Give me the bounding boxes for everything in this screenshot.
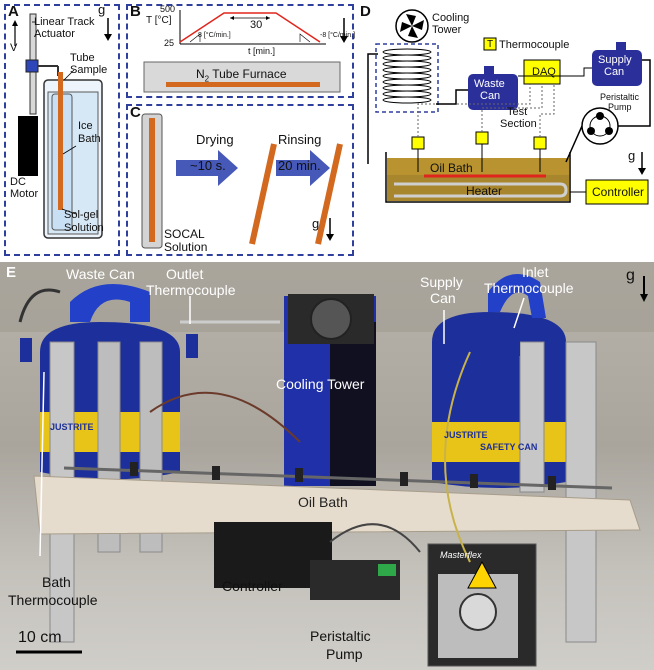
cooling-label-1: Cooling xyxy=(432,12,470,24)
waste-can-label: Waste Can xyxy=(66,266,135,282)
outlet-label-2: Thermocouple xyxy=(146,282,236,298)
ice-label-1: Ice xyxy=(78,120,93,132)
socal-label-1: SOCAL xyxy=(164,227,205,241)
x-axis-label: t [min.] xyxy=(248,46,276,56)
panel-c-label: C xyxy=(130,104,141,121)
panel-e-photo: E Waste Can Outlet Thermocouple Supply C… xyxy=(0,262,654,670)
scale-bar-label: 10 cm xyxy=(18,629,62,646)
hold-label: 30 xyxy=(250,19,263,31)
y-top-label: 500 xyxy=(160,4,176,14)
can-text-left-1: JUSTRITE xyxy=(50,422,94,432)
test-label-1: Test xyxy=(507,106,528,118)
oil-bath-label: Oil Bath xyxy=(430,161,473,175)
tube-sample-label: Tube Sample xyxy=(70,52,108,76)
panel-e-g-label: g xyxy=(626,267,635,284)
can-text-right-2: SAFETY CAN xyxy=(480,442,538,452)
panel-e-drawing xyxy=(0,262,654,667)
solgel-label-1: Sol-gel xyxy=(64,209,99,221)
cooling-label-2: Tower xyxy=(432,24,462,36)
y-bottom-label: 25 xyxy=(164,38,175,48)
bath-label-2: Thermocouple xyxy=(8,592,98,608)
peristaltic-photo-label-1: Peristaltic xyxy=(310,628,371,644)
thermo-legend-symbol: T xyxy=(487,39,494,50)
v-label: V xyxy=(10,42,18,54)
controller-label: Controller xyxy=(592,185,645,199)
supply-label-2: Can xyxy=(604,66,625,78)
motor-label-2: Motor xyxy=(10,188,39,200)
waste-label-2: Can xyxy=(480,90,501,102)
peristaltic-photo-label-2: Pump xyxy=(326,646,363,662)
peristaltic-label-1: Peristaltic xyxy=(600,92,640,102)
daq-label: DAQ xyxy=(532,66,556,78)
panel-d-schematic xyxy=(367,9,651,205)
panel-a-g-label: g xyxy=(98,2,106,17)
drying-time-label: ~10 s. xyxy=(190,158,226,173)
panel-a-drawing xyxy=(12,13,112,239)
panel-c-drawing xyxy=(141,113,343,249)
controller-photo-label: Controller xyxy=(222,578,283,594)
pump-brand-label: Masterflex xyxy=(440,550,482,560)
socal-label-2: Solution xyxy=(164,240,208,254)
can-text-right-1: JUSTRITE xyxy=(444,430,488,440)
supply-label-1: Supply xyxy=(598,54,632,66)
solgel-label-2: Solution xyxy=(64,222,104,234)
thermo-legend-label: Thermocouple xyxy=(499,39,570,51)
oil-bath-label: Oil Bath xyxy=(298,494,348,510)
bath-label-1: Bath xyxy=(42,574,71,590)
rinsing-label: Rinsing xyxy=(278,132,322,147)
panel-d-g-label: g xyxy=(628,148,636,163)
rinsing-time-label: 20 min. xyxy=(278,158,321,173)
supply-label-2: Can xyxy=(430,290,456,306)
panel-b xyxy=(126,4,354,98)
drying-label: Drying xyxy=(196,132,234,147)
panel-a xyxy=(4,4,120,256)
outlet-label-1: Outlet xyxy=(166,266,204,282)
inlet-label-2: Thermocouple xyxy=(484,280,574,296)
panel-d-label: D xyxy=(360,3,371,20)
motor-label-1: DC xyxy=(10,176,26,188)
panel-c-g-label: g xyxy=(312,216,320,231)
actuator-label: Linear Track Actuator xyxy=(34,16,95,40)
cooling-tower-label: Cooling Tower xyxy=(276,376,365,392)
panel-e-label: E xyxy=(6,264,17,281)
ice-label-2: Bath xyxy=(78,133,101,145)
waste-label-1: Waste xyxy=(474,78,505,90)
test-label-2: Section xyxy=(500,118,537,130)
panel-c xyxy=(126,104,354,256)
inlet-label-1: Inlet xyxy=(522,264,549,280)
supply-label-1: Supply xyxy=(420,274,463,290)
furnace-label: N2 Tube Furnace xyxy=(196,67,287,84)
heater-label: Heater xyxy=(466,184,503,198)
ramp-up-label: 8 [°C/min.] xyxy=(198,32,231,39)
panel-b-label: B xyxy=(130,3,141,20)
ramp-down-label: -8 [°C/min.] xyxy=(320,32,356,39)
panel-a-label: A xyxy=(8,3,19,20)
temperature-profile xyxy=(143,10,348,93)
y-axis-label: T [°C] xyxy=(146,15,172,26)
peristaltic-label-2: Pump xyxy=(608,102,632,112)
